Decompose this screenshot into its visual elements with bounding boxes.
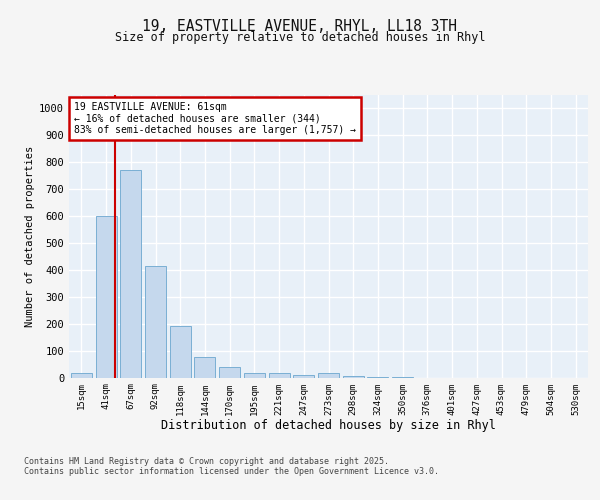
Bar (145, 266, 166, 378)
Text: 19, EASTVILLE AVENUE, RHYL, LL18 3TH: 19, EASTVILLE AVENUE, RHYL, LL18 3TH (143, 19, 458, 34)
Bar (95, 216, 116, 378)
Bar (120, 170, 141, 378)
Bar (269, 374, 290, 378)
X-axis label: Distribution of detached houses by size in Rhyl: Distribution of detached houses by size … (161, 419, 496, 432)
Bar (170, 326, 191, 378)
Bar (318, 374, 339, 378)
Y-axis label: Number of detached properties: Number of detached properties (25, 146, 35, 327)
Text: Contains public sector information licensed under the Open Government Licence v3: Contains public sector information licen… (24, 468, 439, 476)
Text: Size of property relative to detached houses in Rhyl: Size of property relative to detached ho… (115, 31, 485, 44)
Bar (343, 376, 364, 378)
Bar (194, 358, 215, 378)
Bar (293, 375, 314, 378)
Text: Contains HM Land Registry data © Crown copyright and database right 2025.: Contains HM Land Registry data © Crown c… (24, 458, 389, 466)
Bar (219, 368, 240, 378)
Text: 19 EASTVILLE AVENUE: 61sqm
← 16% of detached houses are smaller (344)
83% of sem: 19 EASTVILLE AVENUE: 61sqm ← 16% of deta… (74, 102, 356, 136)
Bar (367, 377, 388, 378)
Bar (244, 372, 265, 378)
Bar (71, 374, 92, 378)
